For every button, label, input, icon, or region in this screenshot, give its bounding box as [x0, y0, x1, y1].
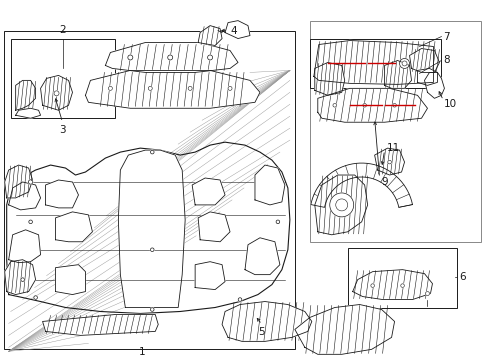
Polygon shape: [244, 238, 279, 275]
Polygon shape: [195, 262, 224, 289]
Polygon shape: [424, 72, 444, 98]
Polygon shape: [16, 108, 41, 118]
Circle shape: [207, 55, 212, 60]
Circle shape: [34, 296, 37, 299]
Polygon shape: [56, 212, 92, 242]
Polygon shape: [417, 68, 437, 85]
Polygon shape: [5, 260, 36, 294]
Polygon shape: [254, 165, 285, 205]
Circle shape: [329, 193, 353, 217]
Circle shape: [150, 308, 154, 311]
Text: 5: 5: [258, 328, 264, 337]
Circle shape: [425, 292, 428, 296]
Polygon shape: [118, 150, 185, 307]
Polygon shape: [192, 178, 224, 205]
Polygon shape: [408, 49, 439, 72]
Text: 4: 4: [229, 26, 236, 36]
Circle shape: [400, 284, 404, 287]
Polygon shape: [9, 230, 41, 263]
Polygon shape: [7, 142, 289, 314]
Circle shape: [401, 61, 406, 66]
Circle shape: [29, 220, 32, 224]
Circle shape: [227, 86, 232, 90]
Circle shape: [108, 86, 112, 90]
Circle shape: [392, 103, 396, 107]
Circle shape: [387, 160, 390, 164]
Polygon shape: [45, 180, 78, 208]
Bar: [309, 21, 480, 242]
Polygon shape: [294, 305, 394, 354]
Circle shape: [167, 55, 172, 60]
Polygon shape: [41, 75, 72, 110]
Polygon shape: [352, 270, 431, 300]
Text: 1: 1: [139, 347, 145, 357]
Circle shape: [21, 278, 24, 282]
Polygon shape: [310, 163, 412, 207]
Polygon shape: [384, 60, 411, 88]
Polygon shape: [5, 165, 33, 198]
Text: 10: 10: [443, 99, 456, 109]
Circle shape: [335, 199, 347, 211]
Polygon shape: [105, 42, 238, 72]
Text: 6: 6: [458, 272, 465, 282]
Text: 9: 9: [381, 177, 387, 187]
Bar: [11, 39, 115, 118]
Polygon shape: [314, 62, 344, 95]
Bar: [347, 248, 456, 307]
Circle shape: [399, 58, 408, 68]
Polygon shape: [42, 315, 158, 336]
Bar: [4, 31, 294, 349]
Text: 2: 2: [59, 24, 66, 35]
Polygon shape: [317, 88, 427, 122]
Circle shape: [276, 220, 279, 224]
Circle shape: [238, 298, 241, 301]
Polygon shape: [9, 182, 41, 210]
Circle shape: [54, 91, 59, 96]
Polygon shape: [198, 212, 229, 242]
Circle shape: [370, 284, 374, 287]
Text: 8: 8: [443, 55, 449, 66]
Text: 7: 7: [443, 32, 449, 41]
Circle shape: [150, 248, 154, 252]
Polygon shape: [198, 26, 222, 45]
Polygon shape: [56, 265, 85, 294]
Polygon shape: [16, 80, 36, 110]
Text: 11: 11: [386, 143, 399, 153]
Polygon shape: [224, 21, 249, 39]
Circle shape: [148, 86, 152, 90]
Polygon shape: [222, 302, 311, 341]
Polygon shape: [374, 148, 404, 175]
Circle shape: [127, 55, 133, 60]
Circle shape: [28, 180, 33, 184]
Polygon shape: [314, 175, 367, 235]
Circle shape: [362, 103, 366, 107]
Circle shape: [150, 150, 154, 154]
Circle shape: [332, 103, 336, 107]
Bar: [309, 39, 441, 88]
Polygon shape: [85, 71, 260, 108]
Text: 3: 3: [59, 125, 66, 135]
Circle shape: [188, 86, 192, 90]
Polygon shape: [313, 41, 432, 84]
